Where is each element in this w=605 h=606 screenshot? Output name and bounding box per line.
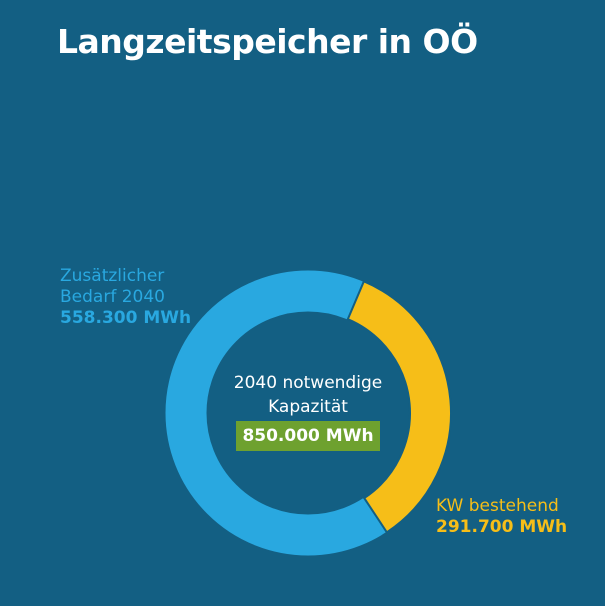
label-text: KW bestehend <box>436 496 559 516</box>
label-value: 558.300 MWh <box>60 308 192 328</box>
label-value: 291.700 MWh <box>436 517 568 537</box>
segment-kw-bestehend <box>346 280 452 534</box>
label-kw-bestehend: KW bestehend 291.700 MWh <box>436 496 567 538</box>
center-text: 2040 notwendige <box>233 373 383 393</box>
chart-title: Langzeitspeicher in OÖ <box>57 22 478 61</box>
label-text: Bedarf 2040 <box>60 287 165 307</box>
label-text: Zusätzlicher <box>60 266 165 286</box>
center-text: Kapazität <box>268 397 348 417</box>
label-zusaetzlicher-bedarf: Zusätzlicher Bedarf 2040 558.300 MWh <box>60 266 191 329</box>
total-value-badge: 850.000 MWh <box>236 421 380 451</box>
center-label: 2040 notwendige Kapazität 850.000 MWh <box>208 371 408 451</box>
